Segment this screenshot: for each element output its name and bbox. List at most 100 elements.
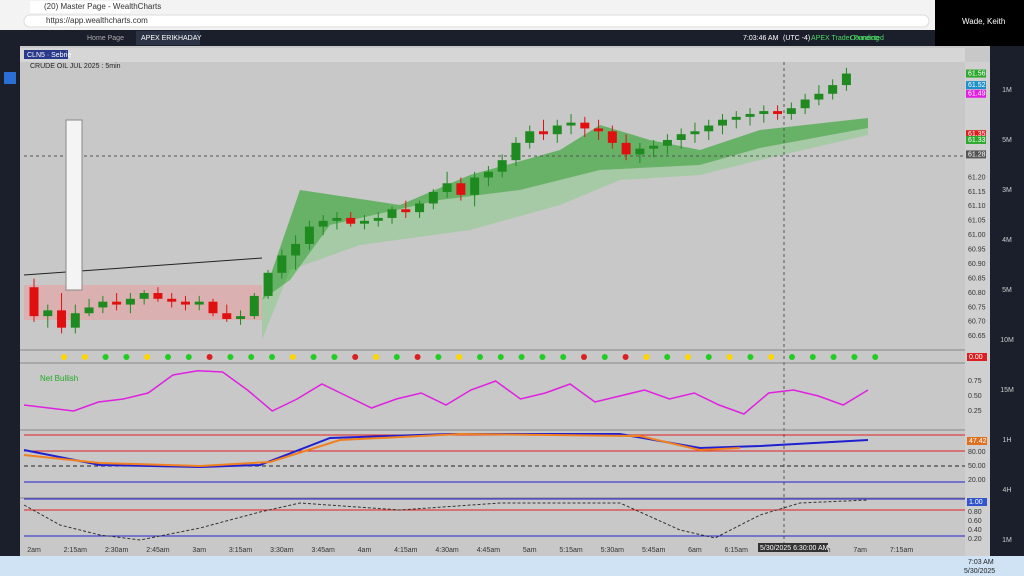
timeframe[interactable]: 1M	[1002, 87, 1012, 94]
app-tab[interactable]: Home Page	[87, 35, 124, 42]
y-tick-label: 61.20	[968, 174, 986, 181]
user-panel	[935, 0, 1024, 46]
candle-body	[483, 171, 493, 178]
candle-body	[690, 131, 700, 135]
crosshair-time: 5/30/2025 6:30:00 AM	[760, 545, 829, 552]
signal-dot	[289, 354, 296, 360]
candle-body	[180, 301, 190, 305]
browser-tab[interactable]	[30, 1, 130, 13]
add-button[interactable]	[4, 72, 16, 84]
x-tick-label: 5am	[523, 547, 537, 554]
account: APEX Trader Funding	[811, 35, 879, 42]
candle-body	[291, 243, 301, 256]
timeframe[interactable]: 1H	[1003, 437, 1012, 444]
timeframe[interactable]: 4M	[1002, 237, 1012, 244]
signal-dot	[331, 354, 338, 360]
signal-dot	[352, 354, 359, 360]
candle-body	[208, 301, 218, 314]
connection: Connected	[850, 35, 884, 42]
stoch-badge: 47.42	[969, 438, 987, 445]
price-marker	[966, 69, 986, 78]
osc-tick-label: 0.75	[968, 378, 982, 385]
stoch-tick-label: 50.00	[968, 463, 986, 470]
candle-body	[57, 310, 67, 328]
url: https://app.wealthcharts.com	[46, 16, 148, 25]
red-zone	[24, 285, 262, 320]
timeframe[interactable]: 4H	[1003, 487, 1012, 494]
signal-dot	[456, 354, 463, 360]
candle-body	[29, 287, 39, 317]
signal-dot	[477, 354, 483, 360]
signal-dot	[872, 354, 879, 360]
x-tick-label: 4:45am	[477, 547, 501, 554]
taskbar	[0, 556, 1024, 576]
x-tick-label: 4:15am	[394, 547, 418, 554]
signal-dot	[269, 354, 275, 360]
timeframe[interactable]: 10M	[1000, 337, 1014, 344]
signal-dot	[497, 354, 504, 360]
symbol-tag-bg	[24, 50, 68, 59]
cycle-tick-label: 0.40	[968, 527, 982, 534]
candle-body	[828, 85, 838, 94]
x-tick-label: 3:45am	[311, 547, 335, 554]
signal-dot	[539, 354, 546, 360]
signal-dot	[851, 354, 858, 360]
x-tick-label: 3:15am	[229, 547, 253, 554]
candle-body	[98, 301, 108, 308]
candle-body	[346, 217, 356, 224]
y-tick-label: 60.70	[968, 319, 986, 326]
price-marker	[966, 135, 986, 144]
candle-body	[497, 160, 507, 172]
url-bar[interactable]	[23, 14, 930, 28]
x-tick-label: 2:15am	[64, 547, 88, 554]
candle-body	[277, 255, 287, 273]
candle-body	[167, 298, 177, 302]
cycle-badge: 1.00	[969, 499, 983, 506]
x-tick-label: 5:45am	[642, 547, 666, 554]
candle-body	[718, 119, 727, 126]
price-marker-label: 61.49	[968, 91, 986, 98]
y-tick-label: 60.95	[968, 247, 986, 254]
y-tick-label: 60.75	[968, 304, 986, 311]
candle-body	[745, 113, 755, 117]
price-marker	[966, 81, 986, 90]
x-tick-label: 7am	[853, 547, 867, 554]
y-tick-label: 61.15	[968, 189, 986, 196]
x-tick-label: 2am	[27, 547, 41, 554]
candle-body	[773, 111, 783, 114]
price-marker-label: 61.33	[968, 137, 986, 144]
candle-body	[112, 301, 122, 305]
y-tick-label: 61.05	[968, 218, 986, 225]
candle-body	[84, 307, 94, 314]
candle-body	[359, 220, 369, 224]
cycle-badge-bg	[967, 498, 987, 506]
candle-body	[814, 93, 824, 100]
timeframe[interactable]: 3M	[1002, 187, 1012, 194]
y-tick-label: 60.65	[968, 333, 986, 340]
user-name: Wade, Keith	[962, 17, 1005, 26]
timeframe[interactable]: 1M	[1002, 537, 1012, 544]
x-tick-label: 2:30am	[105, 547, 129, 554]
symbol-tag[interactable]: CLN5 · Sebrie	[27, 52, 71, 59]
drawing-toolbar[interactable]	[65, 119, 83, 291]
candle-body	[580, 122, 590, 129]
x-tick-label: 6am	[688, 547, 702, 554]
candle-body	[236, 316, 246, 320]
signal-dot	[643, 354, 650, 360]
y-tick-label: 61.10	[968, 203, 986, 210]
candle-body	[415, 203, 425, 213]
timeframe[interactable]: 15M	[1000, 387, 1014, 394]
signal-dot	[560, 354, 567, 360]
app-tab[interactable]: APEX ERIKHADAY	[141, 35, 202, 42]
tab-title: (20) Master Page - WealthCharts	[44, 2, 161, 11]
price-marker	[966, 130, 986, 139]
candle-body	[731, 116, 741, 120]
timeframe[interactable]: 5M	[1002, 137, 1012, 144]
cycle-tick-label: 0.60	[968, 518, 982, 525]
signal-dot	[81, 354, 88, 360]
timeframe[interactable]: 5M	[1002, 287, 1012, 294]
x-tick-label: 3:30am	[270, 547, 294, 554]
signal-dot	[144, 354, 151, 360]
clock: 7:03:46 AM	[743, 35, 779, 42]
